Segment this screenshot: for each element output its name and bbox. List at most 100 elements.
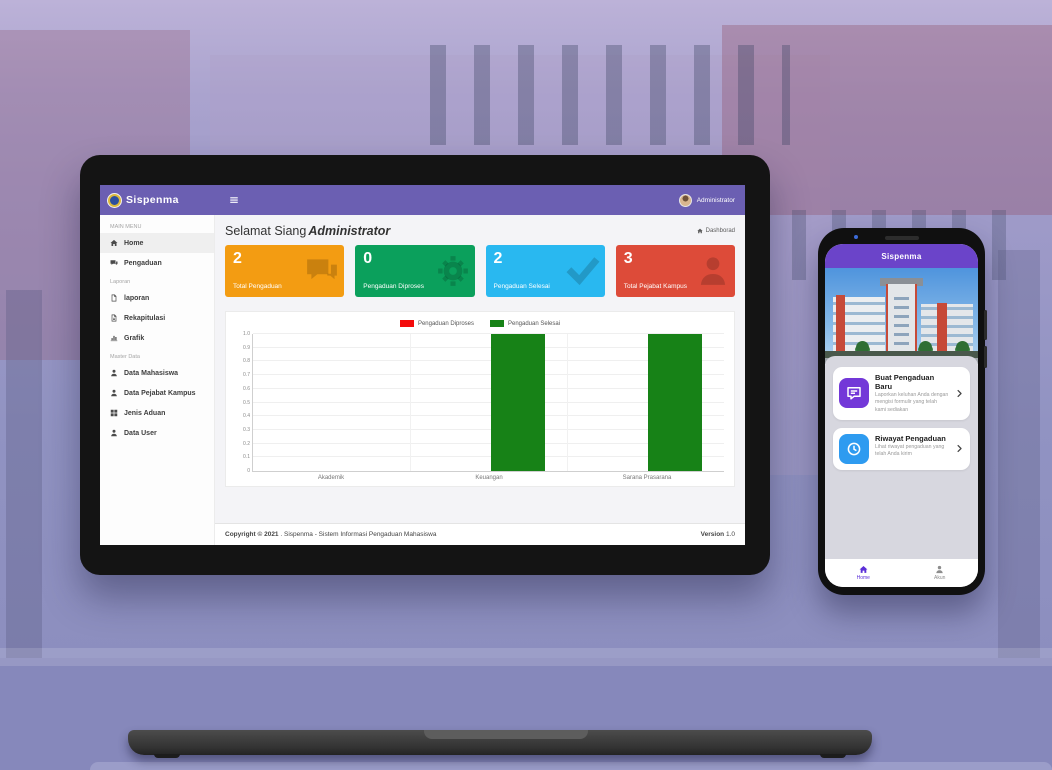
chart-bar-pengaduan-selesai[interactable] bbox=[490, 334, 545, 471]
y-tick-label: 1.0 bbox=[243, 331, 250, 337]
action-card-buat-pengaduan-baru[interactable]: Buat Pengaduan Baru Laporkan keluhan Anda… bbox=[833, 367, 970, 420]
greeting-prefix: Selamat Siang bbox=[225, 224, 307, 238]
y-tick-label: 0.6 bbox=[243, 385, 250, 392]
stat-label: Total Pejabat Kampus bbox=[623, 283, 687, 290]
background-pillar-right bbox=[998, 250, 1040, 660]
grid-icon bbox=[110, 409, 118, 417]
chart-panel: Pengaduan Diproses Pengaduan Selesai 0 0.1… bbox=[225, 311, 735, 487]
person-icon bbox=[696, 254, 730, 288]
legend-item-pengaduan-selesai[interactable]: Pengaduan Selesai bbox=[490, 320, 560, 327]
nav-item-home[interactable]: Home bbox=[825, 559, 902, 587]
breadcrumb[interactable]: Dashborad bbox=[697, 228, 735, 234]
y-tick-label: 0.8 bbox=[243, 358, 250, 365]
phone-camera-icon bbox=[854, 235, 858, 239]
y-tick-label: 0 bbox=[247, 468, 250, 474]
person-icon bbox=[935, 565, 944, 574]
sidebar-item-label: Data Mahasiswa bbox=[124, 369, 179, 377]
app-header: Sispenma Administrator bbox=[100, 185, 745, 215]
user-icon bbox=[110, 429, 118, 437]
comments-icon bbox=[305, 254, 339, 288]
sidebar-item-label: Data User bbox=[124, 429, 157, 437]
action-card-riwayat-pengaduan[interactable]: Riwayat Pengaduan Lihat riwayat pengaduan… bbox=[833, 427, 970, 470]
stat-card-pengaduan-diproses: 0 Pengaduan Diproses bbox=[355, 245, 475, 297]
chart-x-labels: Akademik Keuangan Sarana Prasarana bbox=[252, 475, 726, 481]
sidebar-item-laporan[interactable]: laporan bbox=[100, 288, 214, 308]
stat-card-pengaduan-selesai: 2 Pengaduan Selesai bbox=[485, 245, 605, 297]
footer-version-bold: Version bbox=[700, 531, 725, 538]
brand[interactable]: Sispenma bbox=[100, 193, 215, 207]
campus-photo bbox=[825, 268, 978, 364]
home-icon bbox=[697, 228, 703, 234]
chevron-right-icon bbox=[955, 444, 964, 453]
legend-item-pengaduan-diproses[interactable]: Pengaduan Diproses bbox=[399, 320, 474, 327]
footer-version: Version 1.0 bbox=[701, 531, 735, 538]
sidebar-item-data-pejabat-kampus[interactable]: Data Pejabat Kampus bbox=[100, 383, 214, 403]
stat-value: 2 bbox=[233, 250, 242, 267]
action-text: Riwayat Pengaduan Lihat riwayat pengaduan… bbox=[875, 434, 949, 464]
greeting-username: Administrator bbox=[308, 224, 391, 238]
action-icon-box bbox=[839, 378, 869, 409]
chart-gridline bbox=[253, 415, 724, 417]
phone-mockup: Sispenma Buat Pengaduan Baru Laporkan kel… bbox=[818, 228, 987, 595]
user-avatar bbox=[678, 193, 692, 207]
action-text: Buat Pengaduan Baru Laporkan keluhan Anda… bbox=[875, 373, 949, 414]
laptop-base bbox=[128, 730, 872, 758]
chart-plot: 0 0.1 0.2 0.3 0.4 0.5 0.6 0.7 0.8 0.9 1.0 bbox=[243, 331, 724, 474]
stat-value: 2 bbox=[493, 250, 503, 267]
phone-app-title: Sispenma bbox=[881, 251, 922, 261]
stat-label: Total Pengaduan bbox=[233, 283, 282, 290]
sidebar-item-label: Home bbox=[124, 239, 144, 247]
stat-value: 3 bbox=[623, 250, 633, 267]
check-icon bbox=[566, 254, 600, 288]
laptop-foot-left bbox=[154, 754, 180, 758]
app-footer: Copyright © 2021 . Sispenma - Sistem Inf… bbox=[215, 523, 745, 545]
sidebar-item-home[interactable]: Home bbox=[100, 233, 214, 253]
sidebar-item-data-mahasiswa[interactable]: Data Mahasiswa bbox=[100, 363, 214, 383]
footer-copyright-rest: . Sispenma - Sistem Informasi Pengaduan … bbox=[278, 531, 437, 538]
chart-gridline bbox=[253, 374, 724, 376]
sidebar-item-rekapitulasi[interactable]: Rekapitulasi bbox=[100, 308, 214, 328]
action-title: Riwayat Pengaduan bbox=[875, 433, 946, 443]
chart-legend: Pengaduan Diproses Pengaduan Selesai bbox=[234, 320, 726, 327]
chart-gridline bbox=[253, 428, 724, 430]
y-tick-label: 0.1 bbox=[243, 454, 250, 461]
stat-card-total-pejabat-kampus: 3 Total Pejabat Kampus bbox=[615, 245, 735, 297]
y-tick-label: 0.3 bbox=[243, 426, 250, 433]
brand-logo-icon bbox=[108, 193, 121, 207]
background-bottom-strip bbox=[90, 762, 1052, 770]
home-icon bbox=[859, 565, 868, 574]
action-subtitle: Laporkan keluhan Anda dengan mengisi for… bbox=[875, 392, 949, 413]
header-username: Administrator bbox=[696, 196, 735, 204]
sidebar-item-label: Grafik bbox=[124, 334, 145, 342]
y-tick-label: 0.7 bbox=[243, 372, 250, 379]
action-icon-box bbox=[839, 433, 869, 464]
sidebar-item-jenis-aduan[interactable]: Jenis Aduan bbox=[100, 403, 214, 423]
comments-icon bbox=[110, 259, 118, 267]
sidebar-item-data-user[interactable]: Data User bbox=[100, 423, 214, 443]
chart-bar-icon bbox=[110, 334, 118, 342]
background-sky bbox=[0, 0, 1052, 120]
chart-gridline bbox=[253, 401, 724, 403]
sidebar-item-pengaduan[interactable]: Pengaduan bbox=[100, 253, 214, 273]
chart-gridline bbox=[253, 442, 724, 444]
legend-label: Pengaduan Diproses bbox=[417, 320, 474, 327]
background-pillar-left bbox=[6, 290, 42, 660]
header-user-menu[interactable]: Administrator bbox=[678, 193, 745, 207]
background-walkway bbox=[0, 648, 1052, 666]
chart-gridline bbox=[253, 456, 724, 458]
phone-bottom-nav: Home Akun bbox=[825, 559, 978, 587]
chart-bar-pengaduan-selesai[interactable] bbox=[647, 334, 702, 471]
gear-icon bbox=[436, 254, 470, 288]
sidebar-item-grafik[interactable]: Grafik bbox=[100, 328, 214, 348]
nav-item-akun[interactable]: Akun bbox=[902, 559, 979, 587]
chart-category-label: Sarana Prasarana bbox=[622, 475, 672, 481]
stat-label: Pengaduan Diproses bbox=[363, 283, 424, 290]
laptop-mockup: Sispenma Administrator MAIN MENU Home Peng… bbox=[80, 155, 872, 758]
sidebar-section-label: Laporan bbox=[110, 279, 131, 285]
action-subtitle: Lihat riwayat pengaduan yang telah Anda … bbox=[875, 443, 945, 458]
y-tick-label: 0.4 bbox=[243, 413, 250, 420]
hamburger-icon[interactable] bbox=[229, 195, 239, 205]
user-icon bbox=[110, 369, 118, 377]
chart-gridline bbox=[253, 387, 724, 389]
chart-gridline bbox=[253, 333, 724, 334]
